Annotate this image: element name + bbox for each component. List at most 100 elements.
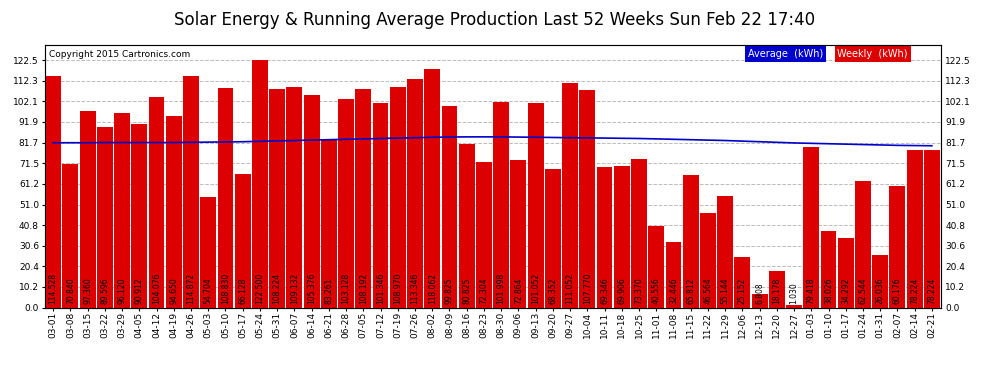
Text: 99.825: 99.825 bbox=[445, 278, 454, 304]
Bar bbox=[114, 113, 130, 308]
Text: 66.128: 66.128 bbox=[239, 278, 248, 304]
Bar bbox=[528, 104, 544, 308]
Text: 62.544: 62.544 bbox=[858, 278, 867, 304]
Bar bbox=[235, 174, 250, 308]
Text: 96.120: 96.120 bbox=[118, 278, 127, 304]
Bar bbox=[907, 150, 923, 308]
Bar bbox=[269, 89, 285, 308]
Bar bbox=[648, 226, 664, 308]
Bar bbox=[511, 160, 527, 308]
Text: 73.370: 73.370 bbox=[635, 278, 644, 304]
Text: 118.062: 118.062 bbox=[428, 273, 437, 304]
Text: 26.036: 26.036 bbox=[876, 278, 885, 304]
Text: 34.292: 34.292 bbox=[842, 278, 850, 304]
Bar bbox=[889, 186, 905, 308]
Bar bbox=[183, 75, 199, 308]
Text: 80.825: 80.825 bbox=[462, 278, 471, 304]
Bar bbox=[544, 170, 560, 308]
Bar bbox=[821, 231, 837, 308]
Text: 32.446: 32.446 bbox=[669, 278, 678, 304]
Text: 70.840: 70.840 bbox=[66, 278, 75, 304]
Bar bbox=[803, 147, 819, 308]
Text: 97.360: 97.360 bbox=[83, 278, 92, 304]
Text: 108.224: 108.224 bbox=[272, 273, 281, 304]
Bar bbox=[372, 103, 388, 308]
Text: 6.808: 6.808 bbox=[755, 283, 764, 304]
Bar bbox=[597, 168, 613, 308]
Bar bbox=[304, 95, 320, 308]
Bar bbox=[924, 150, 940, 308]
Bar bbox=[148, 98, 164, 308]
Bar bbox=[62, 165, 78, 308]
Text: 122.500: 122.500 bbox=[255, 273, 264, 304]
Text: 38.026: 38.026 bbox=[824, 278, 833, 304]
Text: 40.556: 40.556 bbox=[651, 278, 660, 304]
Text: 83.261: 83.261 bbox=[325, 278, 334, 304]
Text: 101.052: 101.052 bbox=[531, 273, 541, 304]
Bar bbox=[631, 159, 646, 308]
Text: 65.812: 65.812 bbox=[686, 278, 695, 304]
Text: 89.596: 89.596 bbox=[100, 278, 109, 304]
Bar bbox=[700, 213, 716, 308]
Text: 46.564: 46.564 bbox=[704, 278, 713, 304]
Text: 79.418: 79.418 bbox=[807, 278, 816, 304]
Text: 114.872: 114.872 bbox=[186, 273, 195, 304]
Text: 78.224: 78.224 bbox=[910, 278, 919, 304]
Text: 109.132: 109.132 bbox=[290, 273, 299, 304]
Bar bbox=[562, 83, 578, 308]
Bar bbox=[166, 116, 182, 308]
Text: 101.998: 101.998 bbox=[497, 273, 506, 304]
Text: Weekly  (kWh): Weekly (kWh) bbox=[838, 49, 908, 59]
Text: 72.864: 72.864 bbox=[514, 278, 523, 304]
Bar bbox=[769, 271, 785, 308]
Text: Solar Energy & Running Average Production Last 52 Weeks Sun Feb 22 17:40: Solar Energy & Running Average Productio… bbox=[174, 11, 816, 29]
Text: 107.770: 107.770 bbox=[583, 273, 592, 304]
Bar bbox=[321, 140, 337, 308]
Text: 114.528: 114.528 bbox=[49, 273, 57, 304]
Bar bbox=[786, 305, 802, 308]
Text: 108.192: 108.192 bbox=[358, 273, 368, 304]
Bar bbox=[97, 127, 113, 308]
Bar bbox=[355, 89, 371, 308]
Text: 113.346: 113.346 bbox=[411, 273, 420, 304]
Bar bbox=[442, 106, 457, 308]
Bar bbox=[458, 144, 474, 308]
Text: 18.178: 18.178 bbox=[772, 278, 781, 304]
Bar bbox=[751, 294, 767, 308]
Text: 1.030: 1.030 bbox=[790, 283, 799, 304]
Text: 105.376: 105.376 bbox=[307, 273, 316, 304]
Bar bbox=[339, 99, 354, 308]
Text: 103.128: 103.128 bbox=[342, 273, 350, 304]
Text: 69.906: 69.906 bbox=[617, 278, 627, 304]
Text: 108.830: 108.830 bbox=[221, 273, 230, 304]
Bar bbox=[252, 60, 268, 308]
Bar bbox=[390, 87, 406, 308]
Text: Average  (kWh): Average (kWh) bbox=[747, 49, 823, 59]
Text: 55.144: 55.144 bbox=[721, 278, 730, 304]
Text: 54.704: 54.704 bbox=[204, 278, 213, 304]
Text: 94.650: 94.650 bbox=[169, 278, 178, 304]
Bar bbox=[735, 257, 750, 307]
Bar bbox=[683, 175, 699, 308]
Bar bbox=[425, 69, 441, 308]
Bar bbox=[46, 76, 61, 308]
Bar bbox=[665, 242, 681, 308]
Text: 69.346: 69.346 bbox=[600, 278, 609, 304]
Text: 104.076: 104.076 bbox=[152, 273, 161, 304]
Bar bbox=[476, 162, 492, 308]
Text: 78.224: 78.224 bbox=[928, 278, 937, 304]
Bar bbox=[407, 79, 423, 308]
Bar bbox=[493, 102, 509, 308]
Bar bbox=[132, 124, 148, 308]
Text: 60.176: 60.176 bbox=[893, 278, 902, 304]
Text: 101.346: 101.346 bbox=[376, 273, 385, 304]
Bar bbox=[579, 90, 595, 308]
Bar bbox=[200, 197, 216, 308]
Bar bbox=[614, 166, 630, 308]
Text: 111.052: 111.052 bbox=[565, 273, 574, 304]
Text: Copyright 2015 Cartronics.com: Copyright 2015 Cartronics.com bbox=[50, 50, 190, 59]
Bar bbox=[855, 181, 871, 308]
Bar bbox=[286, 87, 302, 308]
Text: 68.352: 68.352 bbox=[548, 278, 557, 304]
Bar bbox=[838, 238, 853, 308]
